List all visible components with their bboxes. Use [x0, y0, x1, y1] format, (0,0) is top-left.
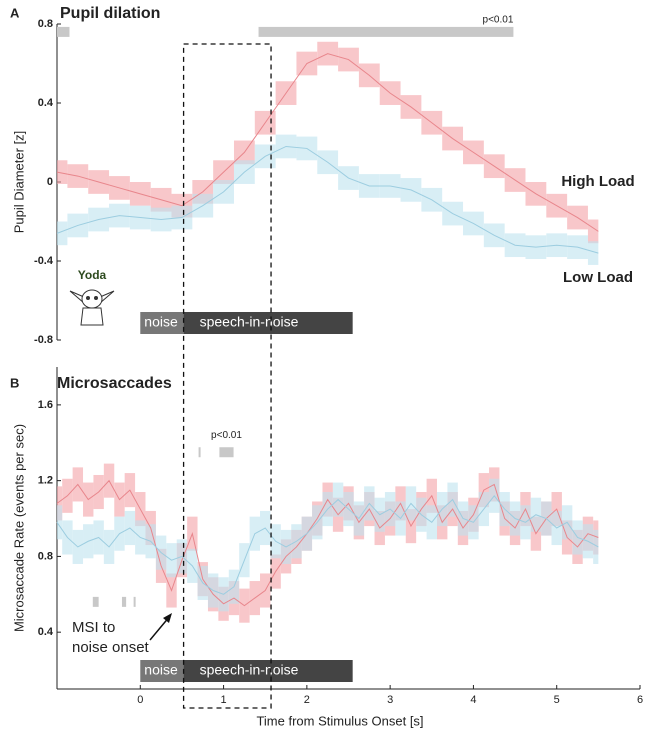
panel-title: Microsaccades [57, 375, 172, 392]
significance-bar [121, 596, 127, 607]
significance-bar [258, 26, 514, 37]
y-tick-label: 0 [47, 176, 53, 188]
y-axis-label: Pupil Diameter [z] [11, 131, 26, 234]
significance-bar [219, 447, 234, 458]
x-tick-label: 1 [221, 694, 227, 706]
y-tick-label: 0.8 [38, 18, 53, 30]
panel-letter: B [10, 375, 19, 390]
arrow-head [163, 613, 172, 623]
y-tick-label: -0.8 [34, 334, 53, 346]
significance-label: p<0.01 [211, 430, 242, 441]
y-tick-label: 0.8 [38, 550, 53, 562]
x-tick-label: 5 [554, 694, 560, 706]
panel-title: Pupil dilation [60, 5, 160, 22]
stimulus-label: speech-in-noise [200, 314, 299, 330]
x-tick-label: 0 [137, 694, 143, 706]
mean-line [56, 494, 599, 595]
annotation: noise onset [72, 639, 150, 656]
significance-label: p<0.01 [483, 15, 514, 26]
legend-label: Low Load [563, 269, 633, 286]
y-tick-label: 0.4 [38, 97, 54, 109]
error-band [57, 160, 68, 184]
stimulus-segment [183, 660, 353, 682]
stimulus-segment [140, 312, 184, 334]
y-tick-label: 1.2 [38, 475, 53, 487]
stimulus-label: speech-in-noise [200, 662, 299, 678]
significance-bar [133, 596, 136, 607]
x-tick-label: 2 [304, 694, 310, 706]
mean-line [56, 53, 599, 232]
stimulus-segment [183, 312, 353, 334]
error-band [587, 241, 599, 265]
stimulus-label: noise [144, 662, 178, 678]
significance-bar [92, 596, 99, 607]
yoda-body [80, 307, 104, 326]
yoda-eye [94, 296, 98, 300]
significance-bar [198, 447, 201, 458]
y-tick-label: 1.6 [38, 399, 53, 411]
yoda-head [81, 289, 103, 309]
significance-bar [57, 26, 70, 37]
mean-line [56, 145, 599, 254]
x-axis-label: Time from Stimulus Onset [s] [256, 713, 423, 728]
y-tick-label: -0.4 [34, 255, 54, 267]
y-tick-label: 0.4 [38, 626, 54, 638]
stimulus-segment [140, 660, 184, 682]
character-label: Yoda [78, 268, 107, 282]
annotation: MSI to [72, 619, 115, 636]
x-tick-label: 6 [637, 694, 643, 706]
yoda-icon [69, 289, 115, 326]
yoda-eye [86, 296, 90, 300]
panel-letter: A [10, 5, 20, 20]
error-band [57, 505, 63, 540]
error-band [587, 219, 599, 244]
error-band [593, 529, 599, 564]
error-band [57, 221, 68, 246]
x-tick-label: 4 [470, 694, 476, 706]
stimulus-label: noise [144, 314, 178, 330]
mean-line [56, 479, 599, 607]
error-band [57, 486, 63, 521]
x-tick-label: 3 [387, 694, 393, 706]
y-axis-label: Microsaccade Rate (events per sec) [11, 424, 26, 632]
highlight-window [182, 43, 272, 709]
legend-label: High Load [561, 173, 634, 190]
